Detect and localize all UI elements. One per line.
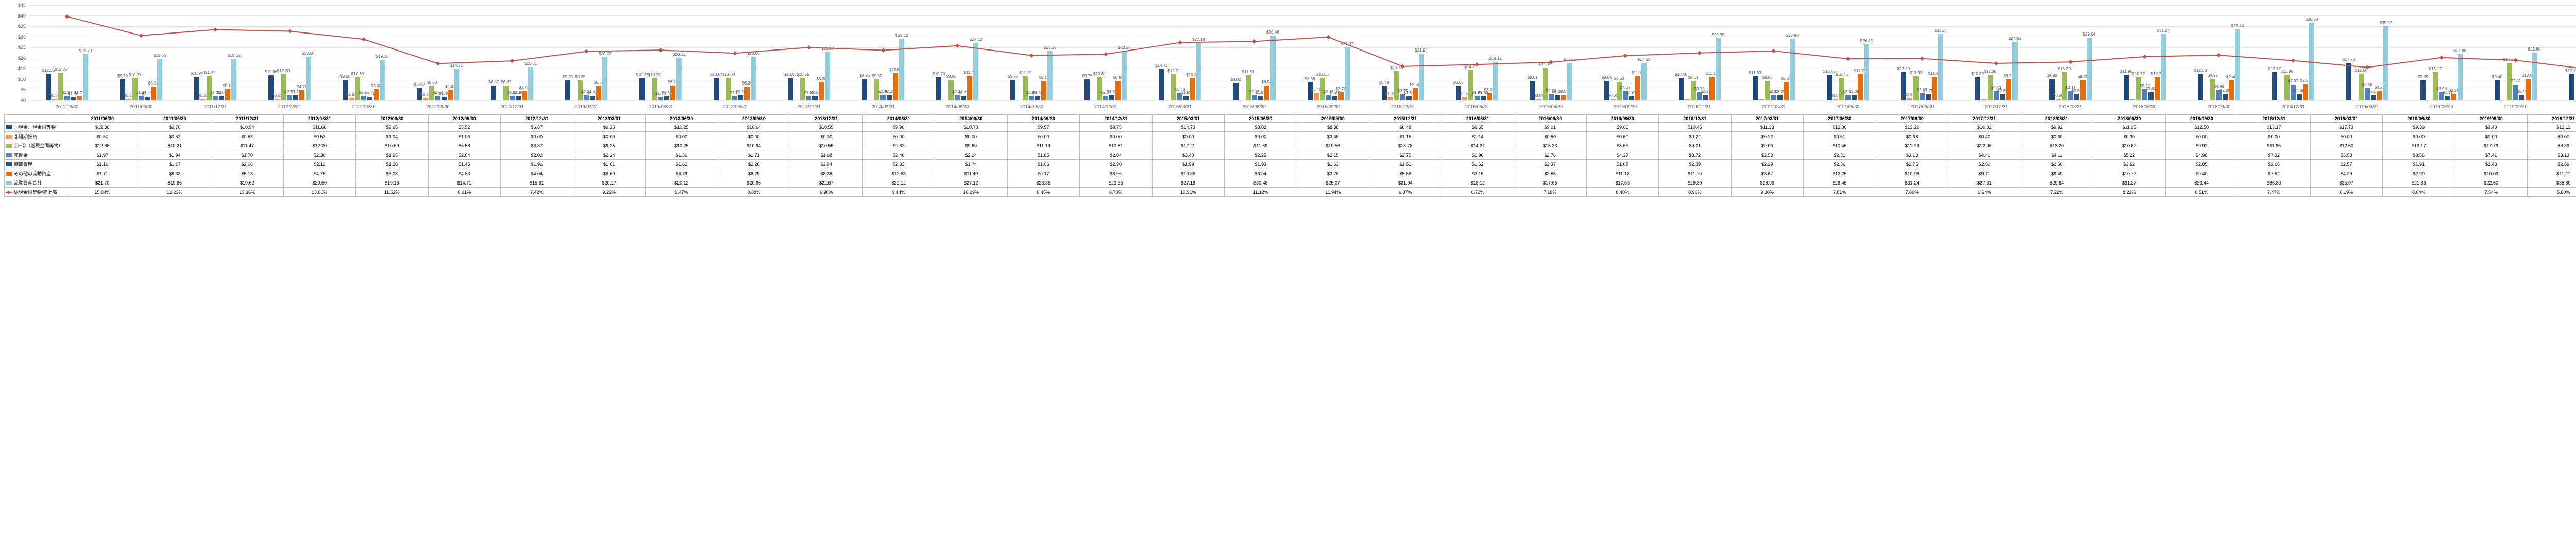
- x-tick-label: 2019/09/30: [2479, 102, 2553, 113]
- x-tick-label: 2019/12/31: [2553, 102, 2576, 113]
- x-tick-label: 2013/09/30: [698, 102, 772, 113]
- x-tick-label: 2012/09/30: [401, 102, 475, 113]
- x-tick-label: 2018/12/31: [2256, 102, 2330, 113]
- x-tick-label: 2014/03/31: [846, 102, 920, 113]
- x-tick-label: 2018/03/31: [2033, 102, 2108, 113]
- x-tick-label: 2016/06/30: [1514, 102, 1588, 113]
- chart-container: 単位：百万USD $0$5$10$15$20$25$30$35$40$45 0.…: [0, 0, 2576, 197]
- x-tick-label: 2019/06/30: [2404, 102, 2479, 113]
- chart-plot-area: 単位：百万USD $0$5$10$15$20$25$30$35$40$45 0.…: [4, 5, 2576, 113]
- x-tick-label: 2016/09/30: [1588, 102, 1663, 113]
- table-row: 棚卸資産$1.16$1.17$2.06$2.11$1.28$1.45$1.96$…: [5, 160, 2576, 169]
- x-tick-label: 2011/06/30: [30, 102, 104, 113]
- x-tick-label: 2015/06/30: [1217, 102, 1292, 113]
- x-axis-labels: 2011/06/302011/09/302011/12/312012/03/31…: [30, 102, 2576, 113]
- x-tick-label: 2015/12/31: [1366, 102, 1440, 113]
- x-tick-label: 2011/12/31: [178, 102, 252, 113]
- table-row: ①+②（総現金同等物）$12.86$10.21$11.47$12.20$10.6…: [5, 141, 2576, 150]
- ratio-line: [30, 5, 2576, 100]
- x-tick-label: 2013/06/30: [623, 102, 698, 113]
- x-tick-label: 2014/12/31: [1069, 102, 1143, 113]
- x-tick-label: 2014/09/30: [994, 102, 1069, 113]
- x-tick-label: 2015/09/30: [1292, 102, 1366, 113]
- x-tick-label: 2016/12/31: [1663, 102, 1737, 113]
- x-tick-label: 2013/03/31: [549, 102, 623, 113]
- x-tick-label: 2017/06/30: [1811, 102, 1885, 113]
- x-tick-label: 2016/03/31: [1440, 102, 1514, 113]
- x-tick-label: 2011/09/30: [104, 102, 178, 113]
- x-tick-label: 2015/03/31: [1143, 102, 1217, 113]
- x-tick-label: 2017/09/30: [1885, 102, 1959, 113]
- table-row: 流動資産合計$21.70$19.66$19.62$20.50$19.16$14.…: [5, 178, 2576, 188]
- plot-region: $12.36$0.50$12.86$1.97$1.16$1.71$21.70$9…: [30, 5, 2576, 101]
- x-tick-label: 2014/06/30: [920, 102, 994, 113]
- x-tick-label: 2017/03/31: [1737, 102, 1811, 113]
- x-tick-label: 2013/12/31: [772, 102, 846, 113]
- table-row: ②短期投資$0.50$0.52$0.53$0.53$1.04$1.06$0.00…: [5, 132, 2576, 141]
- x-tick-label: 2012/12/31: [475, 102, 549, 113]
- x-tick-label: 2017/12/31: [1959, 102, 2033, 113]
- table-row: 総現金同等物/売上高15.84%12.23%13.36%13.06%11.52%…: [5, 188, 2576, 197]
- x-tick-label: 2012/03/31: [252, 102, 327, 113]
- x-tick-label: 2018/09/30: [2182, 102, 2256, 113]
- table-row: ①現金、現金同等物$12.36$9.70$10.94$11.66$9.65$5.…: [5, 123, 2576, 132]
- y-axis-left: $0$5$10$15$20$25$30$35$40$45: [4, 5, 27, 101]
- table-row: その他の流動資産$1.71$6.33$5.18$4.75$5.08$4.83$4…: [5, 169, 2576, 178]
- table-row: 売掛金$1.97$1.94$1.70$2.30$1.95$2.04$2.02$2…: [5, 150, 2576, 160]
- x-tick-label: 2019/03/31: [2330, 102, 2404, 113]
- x-tick-label: 2018/06/30: [2108, 102, 2182, 113]
- x-tick-label: 2012/06/30: [327, 102, 401, 113]
- data-table: 2011/06/302011/09/302011/12/312012/03/31…: [4, 114, 2576, 197]
